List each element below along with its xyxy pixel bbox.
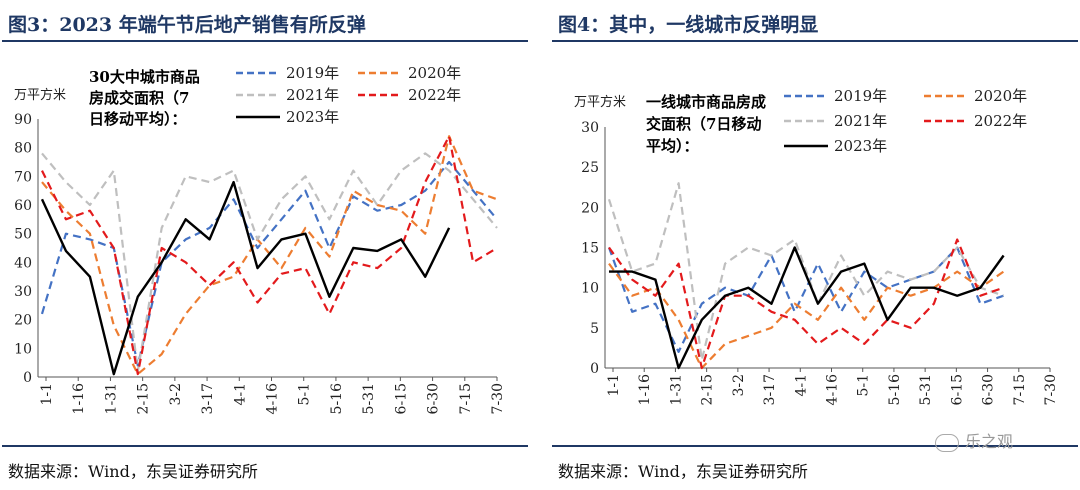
series-line-2023年 [40,180,451,376]
chart-title-line: 一线城市商品房成 [646,93,766,111]
title-rule [2,40,528,42]
x-tick-label: 1-1 [606,374,622,397]
y-tick-label: 40 [14,255,32,271]
title-rule [552,40,1078,42]
y-tick-label: 0 [590,361,599,377]
chart-title-line: 交面积（7日移动 [646,115,761,133]
series-line-2021年 [41,152,498,373]
source-rule [2,445,528,447]
source-rule [552,445,1078,447]
x-tick-label: 6-15 [393,383,409,414]
y-axis-label: 万平方米 [14,87,66,103]
y-tick-label: 80 [14,141,32,157]
y-tick-label: 20 [14,313,32,329]
legend-label: 2023年 [286,108,339,126]
y-tick-label: 10 [581,281,599,297]
x-tick-label: 5-31 [918,374,934,405]
x-tick-label: 4-1 [232,383,248,406]
series-line-2019年 [607,246,1004,353]
x-tick-label: 7-30 [1043,374,1059,405]
y-tick-label: 70 [14,169,32,185]
x-tick-label: 1-16 [637,374,653,406]
watermark-text: 乐之观 [965,432,1014,451]
chart-title-line: 30大中城市商品 [89,68,200,86]
legend-label: 2019年 [834,87,887,105]
watermark: 乐之观 [935,428,1013,452]
x-tick-label: 1-31 [668,374,684,405]
y-axis-label: 万平方米 [574,94,626,110]
x-tick-label: 1-31 [103,383,119,414]
y-tick-label: 25 [581,160,599,176]
series-line-2019年 [40,160,498,367]
x-tick-label: 3-2 [731,374,747,397]
y-tick-label: 20 [581,200,599,216]
x-tick-label: 6-30 [426,383,442,414]
series-line-2022年 [608,238,1004,370]
x-tick-label: 5-16 [887,374,903,406]
chart-title-line: 平均）： [646,137,699,155]
x-tick-label: 5-16 [329,383,345,415]
legend-label: 2022年 [974,112,1027,130]
x-tick-label: 3-17 [762,374,778,405]
x-tick-label: 5-31 [361,383,377,414]
figure-3-chart: 万平方米 0 10 20 30 40 50 60 70 80 90 1-1 1-16 1-31 2-15 3-… [14,64,506,415]
chart-title-line: 房成交面积（7 [89,89,189,107]
x-tick-label: 6-15 [949,374,965,405]
figure-4-panel: 图4：其中，一线城市反弹明显 万平方米 0 5 10 15 20 25 30 1-1 1-16 1-… [550,0,1080,490]
source-note: 数据来源：Wind，东吴证券研究所 [558,462,808,481]
legend-label: 2020年 [408,64,461,82]
figure-4-chart: 万平方米 0 5 10 15 20 25 30 1-1 1-16 1-31 2-15 3-2 3-17 4-… [574,87,1059,406]
x-tick-label: 7-15 [458,383,474,414]
series-line-2023年 [609,246,1005,370]
legend-label: 2020年 [974,87,1027,105]
series-line-2021年 [607,182,1004,362]
y-tick-label: 30 [581,120,599,136]
figure-3-panel: 图3：2023 年端午节后地产销售有所反弹 万平方米 0 10 20 30 40 50 60 7… [0,0,530,490]
y-tick-label: 15 [581,241,599,257]
legend-label: 2022年 [408,86,461,104]
x-tick-label: 4-16 [265,383,281,415]
x-tick-label: 7-15 [1012,374,1028,405]
legend-label: 2023年 [834,137,887,155]
y-tick-label: 10 [14,341,32,357]
x-tick-label: 5-1 [856,374,872,397]
legend-label: 2021年 [834,112,887,130]
figure-3-title: 图3：2023 年端午节后地产销售有所反弹 [8,14,366,36]
y-tick-label: 0 [23,370,32,386]
y-tick-label: 30 [14,284,32,300]
x-tick-label: 4-16 [825,374,841,406]
legend-label: 2021年 [286,86,339,104]
y-tick-label: 60 [14,198,32,214]
x-tick-label: 1-1 [39,383,55,406]
source-note: 数据来源：Wind，东吴证券研究所 [8,462,258,481]
y-tick-label: 90 [14,112,32,128]
x-tick-label: 4-1 [793,374,809,397]
y-tick-label: 50 [14,227,32,243]
wechat-icon [935,433,959,452]
x-tick-label: 6-30 [981,374,997,405]
x-tick-label: 7-30 [490,383,506,414]
x-tick-label: 2-15 [136,383,152,414]
x-tick-label: 3-17 [200,383,216,414]
x-tick-label: 2-15 [700,374,716,405]
x-tick-label: 1-16 [71,383,87,415]
x-tick-label: 3-2 [168,383,184,406]
series-line-2020年 [608,262,1005,370]
figure-4-title: 图4：其中，一线城市反弹明显 [558,14,819,36]
x-tick-label: 5-1 [297,383,313,406]
chart-title-line: 日移动平均）： [89,110,187,128]
y-tick-label: 5 [590,321,599,337]
legend-label: 2019年 [286,64,339,82]
series-line-2022年 [41,135,498,376]
